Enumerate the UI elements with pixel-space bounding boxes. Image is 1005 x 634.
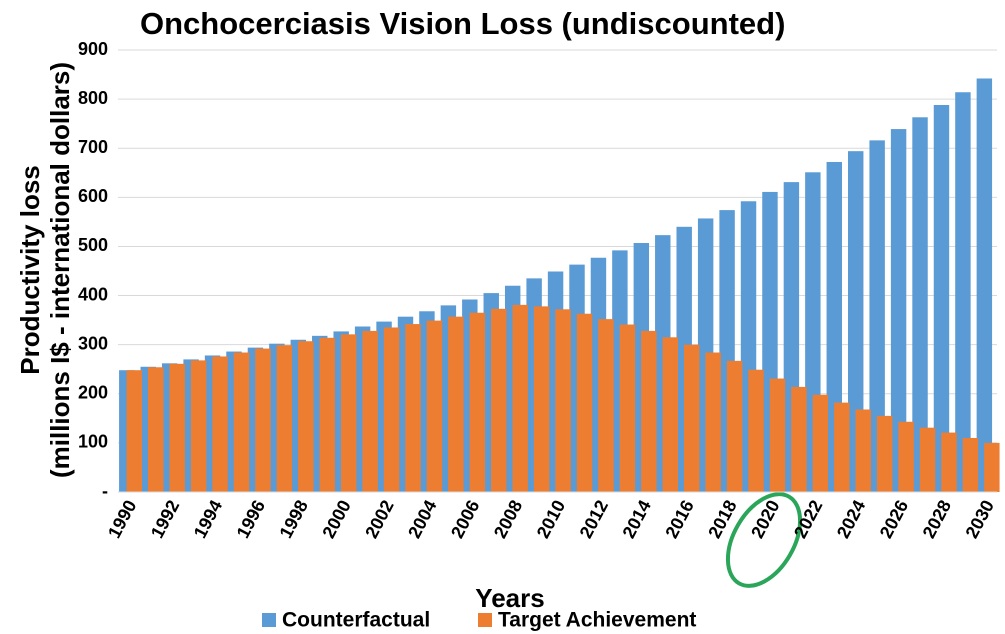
bar bbox=[276, 345, 293, 492]
bar bbox=[769, 378, 786, 492]
legend-swatch bbox=[478, 613, 492, 627]
y-tick-label: - bbox=[102, 481, 108, 501]
bar bbox=[791, 386, 807, 492]
bar bbox=[855, 409, 871, 492]
x-tick-label: 2030 bbox=[962, 497, 998, 542]
y-tick-label: 500 bbox=[78, 235, 108, 255]
bar bbox=[491, 308, 507, 492]
x-tick-label: 1994 bbox=[190, 497, 226, 542]
bar bbox=[555, 309, 571, 492]
y-tick-label: 600 bbox=[78, 186, 108, 206]
x-tick-label: 1996 bbox=[233, 497, 269, 542]
bar bbox=[533, 306, 550, 492]
bar bbox=[319, 337, 335, 492]
bar bbox=[662, 337, 678, 492]
x-tick-label: 2008 bbox=[490, 497, 526, 542]
bar bbox=[298, 341, 314, 492]
bar bbox=[876, 415, 893, 492]
bar bbox=[869, 140, 885, 492]
legend-label: Target Achievement bbox=[498, 609, 696, 632]
bar bbox=[976, 78, 993, 493]
x-tick-label: 2010 bbox=[533, 497, 569, 542]
legend-label: Counterfactual bbox=[282, 609, 430, 632]
y-tick-label: 300 bbox=[78, 333, 108, 353]
bar bbox=[619, 324, 636, 492]
bar bbox=[955, 92, 971, 492]
x-tick-label: 2024 bbox=[833, 497, 869, 542]
x-axis-title: Years bbox=[475, 583, 544, 613]
x-tick-label: 2004 bbox=[404, 497, 440, 542]
bar bbox=[812, 394, 829, 492]
x-tick-label: 2002 bbox=[361, 497, 397, 542]
x-tick-label: 1998 bbox=[275, 497, 311, 542]
x-tick-label: 2000 bbox=[318, 497, 354, 542]
bar bbox=[912, 117, 928, 492]
x-tick-label: 1990 bbox=[104, 497, 140, 542]
highlight-ellipse bbox=[725, 492, 803, 588]
y-axis-title: Productivity loss (millions I$ - interna… bbox=[15, 62, 75, 478]
bar bbox=[898, 421, 914, 492]
bar bbox=[748, 369, 764, 492]
bar bbox=[448, 316, 464, 492]
bar bbox=[933, 105, 950, 492]
y-axis-title-line: (millions I$ - international dollars) bbox=[45, 62, 75, 478]
legend-swatch bbox=[262, 613, 276, 627]
bar bbox=[641, 330, 657, 492]
y-tick-label: 700 bbox=[78, 137, 108, 157]
bar bbox=[362, 330, 378, 492]
bar bbox=[212, 356, 228, 492]
bar bbox=[340, 334, 357, 492]
x-tick-label: 2026 bbox=[876, 497, 912, 542]
bar bbox=[469, 312, 486, 492]
bar bbox=[919, 427, 936, 492]
bar bbox=[705, 352, 721, 492]
bar bbox=[683, 344, 700, 492]
bar bbox=[169, 363, 185, 492]
bar bbox=[148, 367, 164, 492]
x-tick-label: 1992 bbox=[147, 497, 183, 542]
y-tick-label: 100 bbox=[78, 432, 108, 452]
bar bbox=[383, 327, 400, 492]
bar bbox=[233, 352, 250, 492]
x-tick-label: 2006 bbox=[447, 497, 483, 542]
bar bbox=[426, 320, 443, 492]
x-tick-label: 2012 bbox=[576, 497, 612, 542]
x-tick-label: 2014 bbox=[619, 497, 655, 542]
y-tick-label: 200 bbox=[78, 383, 108, 403]
bar bbox=[726, 360, 743, 492]
chart-title: Onchocerciasis Vision Loss (undiscounted… bbox=[140, 6, 785, 41]
y-tick-label: 400 bbox=[78, 284, 108, 304]
bar bbox=[190, 360, 207, 492]
x-tick-label: 2020 bbox=[747, 497, 783, 542]
y-axis-title-line: Productivity loss bbox=[15, 165, 45, 375]
bar bbox=[598, 319, 614, 492]
bar bbox=[962, 437, 979, 492]
bar bbox=[984, 442, 1000, 492]
bar bbox=[126, 370, 143, 492]
bar bbox=[834, 402, 850, 492]
bar bbox=[890, 129, 907, 492]
x-tick-label: 2016 bbox=[661, 497, 697, 542]
bar bbox=[512, 304, 528, 492]
bar bbox=[847, 151, 864, 492]
x-tick-label: 2028 bbox=[919, 497, 955, 542]
y-tick-label: 800 bbox=[78, 88, 108, 108]
bar bbox=[405, 324, 421, 492]
bar bbox=[941, 432, 957, 492]
y-tick-label: 900 bbox=[78, 39, 108, 59]
bar bbox=[255, 348, 271, 492]
bar bbox=[576, 313, 593, 492]
